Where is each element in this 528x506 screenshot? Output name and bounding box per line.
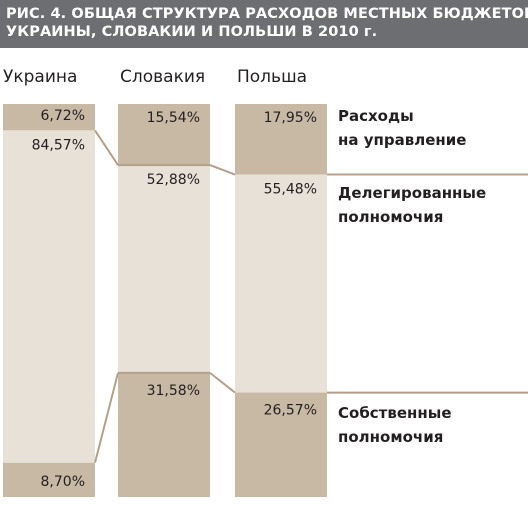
bar-segment-3-3 bbox=[235, 392, 327, 497]
value-label-1-3: 8,70% bbox=[41, 474, 85, 490]
chart-title: РИС. 4. ОБЩАЯ СТРУКТУРА РАСХОДОВ МЕСТНЫХ… bbox=[0, 0, 528, 48]
bar-segment-1-2 bbox=[3, 130, 95, 463]
series-label-2-line-1: Делегированные bbox=[338, 184, 486, 202]
series-label-3-line-2: полномочия bbox=[338, 428, 443, 446]
value-label-3-3: 26,57% bbox=[264, 403, 317, 419]
bar-segment-1-3 bbox=[3, 462, 95, 497]
connector-1-c bbox=[209, 164, 236, 176]
value-label-1-1: 6,72% bbox=[41, 108, 85, 124]
value-label-2-2: 52,88% bbox=[147, 172, 200, 188]
country-label-3: Польша bbox=[237, 67, 307, 87]
country-label-2: Словакия bbox=[120, 67, 205, 87]
connector-2-a bbox=[94, 372, 119, 464]
series-label-3-line-1: Собственные bbox=[338, 404, 452, 422]
country-label-1: Украина bbox=[3, 67, 77, 87]
series-label-1-line-1: Расходы bbox=[338, 107, 414, 125]
chart-title-line-2: УКРАИНЫ, СЛОВАКИИ И ПОЛЬШИ В 2010 г. bbox=[6, 24, 378, 40]
value-label-2-1: 15,54% bbox=[147, 110, 200, 126]
series-label-1-line-2: на управление bbox=[338, 131, 466, 149]
bar-segment-1-1 bbox=[3, 104, 95, 131]
bar-segment-2-2 bbox=[118, 165, 210, 373]
bar-segment-2-3 bbox=[118, 372, 210, 497]
series-label-2-line-2: полномочия bbox=[338, 208, 443, 226]
bar-segment-3-2 bbox=[235, 174, 327, 393]
value-label-1-2: 84,57% bbox=[32, 137, 85, 153]
value-label-2-3: 31,58% bbox=[147, 383, 200, 399]
value-label-3-2: 55,48% bbox=[264, 182, 317, 198]
connector-1-a bbox=[94, 129, 119, 166]
connector-2-c bbox=[209, 372, 236, 394]
bar-segment-2-1 bbox=[118, 104, 210, 166]
value-label-3-1: 17,95% bbox=[264, 110, 317, 126]
bar-segment-3-1 bbox=[235, 104, 327, 175]
chart-title-line-1: РИС. 4. ОБЩАЯ СТРУКТУРА РАСХОДОВ МЕСТНЫХ… bbox=[6, 6, 528, 22]
